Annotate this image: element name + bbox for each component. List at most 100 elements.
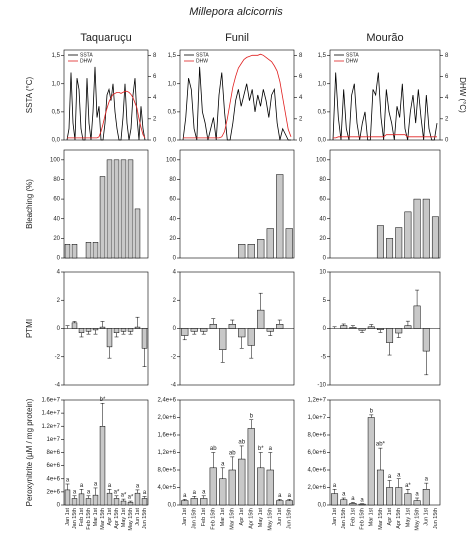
y-tick-label: -5 [321,354,327,360]
bar [141,328,148,349]
y-tick-label: 20 [169,236,176,242]
series-line [183,53,292,139]
significance-label: ab* [376,442,386,448]
x-tick-label: Feb 1st [79,508,85,527]
bar [209,467,217,506]
bar [247,428,255,506]
bar [395,328,403,334]
bar [367,417,375,506]
y-tick-label: 80 [319,177,326,183]
x-tick-label: Apr 1st [239,508,245,526]
legend-label: DHW [80,58,92,64]
y-tick-label: 2,0e+6 [157,415,176,421]
y-tick-label: 1.4e+7 [41,411,60,417]
x-tick-label: Mar 1st [220,508,226,527]
y-tick-label: 80 [53,177,60,183]
legend-label: DHW [346,58,358,64]
bar [120,500,127,506]
x-tick-label: Mar 15th [378,508,384,530]
y-tick-label: 20 [319,236,326,242]
y-tick-label: 1.6e+7 [41,398,60,404]
series-line [67,90,146,139]
series-line [182,66,291,141]
significance-label: a* [121,493,127,499]
bar [71,244,78,259]
significance-label: ab [210,446,217,452]
bar [106,159,113,259]
y-tick-label: 0 [57,256,61,262]
bar [413,500,421,506]
bar [190,498,198,506]
bar [141,498,148,506]
bar [127,502,134,506]
significance-label: a* [405,483,411,489]
y-tick-label: 0,5 [318,109,327,115]
bar [113,159,120,259]
y2-tick-label: 6 [153,74,157,80]
bar [92,328,99,331]
significance-label: a [136,483,140,489]
significance-label: a [94,482,98,488]
bar [92,242,99,259]
plot-frame [63,149,149,259]
bar [413,198,421,259]
significance-label: a [351,496,355,502]
bar [181,328,189,336]
bar [376,469,384,506]
x-tick-label: Apr 15th [396,508,402,529]
bar [99,326,106,329]
bar [120,328,127,332]
legend-label: SSTA [346,52,359,58]
y-tick-label: 1,0 [52,81,61,87]
bar [276,500,284,506]
bar [219,328,227,350]
plot-frame [329,49,441,141]
x-tick-label: May 15th [415,508,421,531]
significance-label: a [333,483,337,489]
significance-label: a [108,483,112,489]
y2-tick-label: 2 [153,116,157,122]
bar [257,309,265,329]
significance-label: b* [100,397,106,403]
column-title: Mourão [366,32,403,44]
bar [228,469,236,506]
bar [257,239,265,259]
series-line [333,134,437,139]
series-line [332,72,438,141]
y2-axis-label: DHW (°C) [458,77,467,113]
y-tick-label: 60 [169,197,176,203]
y-tick-label: 2,0e+6 [307,485,326,491]
y2-tick-label: 2 [445,116,449,122]
bar [404,493,412,506]
x-tick-label: Apr 15th [249,508,255,529]
plot-frame [63,49,149,141]
y-tick-label: 0,0 [168,138,177,144]
y-tick-label: 0,0 [318,138,327,144]
bar [219,478,227,506]
y-tick-label: 1,0e+7 [307,415,326,421]
y2-tick-label: 4 [299,95,303,101]
y-tick-label: 0,0 [318,503,327,509]
plot-frame [329,149,441,259]
significance-label: a [87,489,91,495]
y-tick-label: 5 [323,298,327,304]
bar [99,426,106,506]
y-tick-label: 4,0e+6 [307,468,326,474]
y-tick-label: 20 [53,236,60,242]
significance-label: a [388,474,392,480]
x-tick-label: Apr 1st [107,508,113,526]
bar [340,499,348,506]
y-tick-label: 6,0e+6 [307,450,326,456]
y-tick-label: 1,0 [168,81,177,87]
x-tick-label: Mar 1st [93,508,99,527]
y-tick-label: 1,2e+7 [307,398,326,404]
y-tick-label: -10 [317,383,326,389]
bar [181,500,189,506]
y-tick-label: 0 [173,256,177,262]
bar [367,326,375,329]
bar [209,324,217,329]
y-tick-label: 4,0e+5 [157,485,176,491]
x-tick-label: Apr 15th [114,508,120,529]
bar [85,498,92,506]
bar [228,324,236,329]
